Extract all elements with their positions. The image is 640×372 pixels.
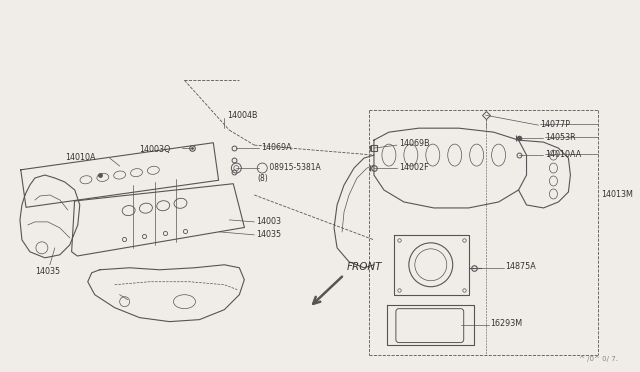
Text: 14875A: 14875A xyxy=(506,262,536,271)
Text: ^ /0^ 0/ 7.: ^ /0^ 0/ 7. xyxy=(579,356,618,362)
Text: 14069B: 14069B xyxy=(399,139,429,148)
Text: (8): (8) xyxy=(257,173,268,183)
Text: FRONT: FRONT xyxy=(347,262,383,272)
Text: 14035: 14035 xyxy=(35,267,60,276)
Text: 14010A: 14010A xyxy=(65,153,95,161)
Text: 16293M: 16293M xyxy=(491,319,523,328)
Text: 14003Q: 14003Q xyxy=(140,145,171,154)
Text: 14002F: 14002F xyxy=(399,163,429,171)
Text: 14077P: 14077P xyxy=(541,120,570,129)
Text: 14004B: 14004B xyxy=(227,111,258,120)
Text: 14035: 14035 xyxy=(256,230,282,239)
Text: 08915-5381A: 08915-5381A xyxy=(268,163,321,171)
Text: 14013M: 14013M xyxy=(602,190,633,199)
Text: 14003: 14003 xyxy=(256,217,282,227)
Text: 14010AA: 14010AA xyxy=(545,150,582,158)
Text: 14069A: 14069A xyxy=(261,142,292,152)
Text: 14053R: 14053R xyxy=(545,133,576,142)
